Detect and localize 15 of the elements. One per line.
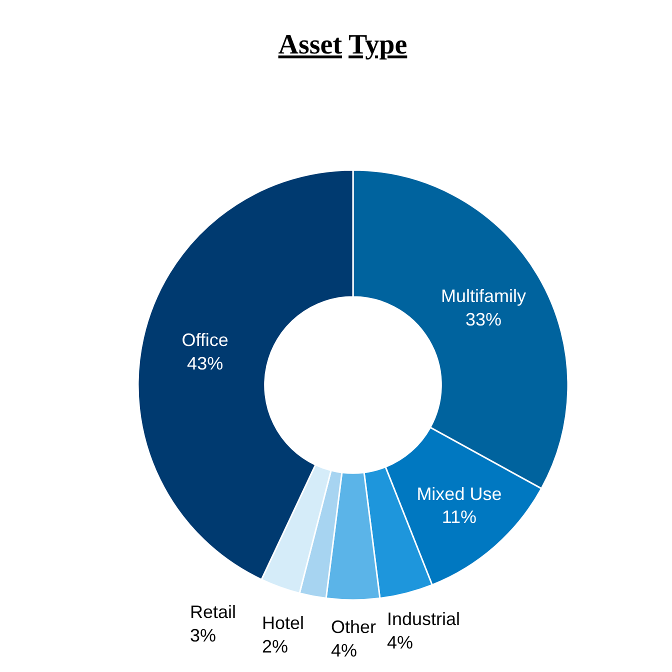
data-label: 4% [387,632,414,652]
data-label: 33% [465,310,502,330]
slice-label: Office [182,330,228,350]
data-label: 3% [190,625,216,646]
data-label: 2% [262,636,288,656]
data-label: 11% [442,507,477,528]
slice-label: Multifamily [440,286,526,306]
slice-label: Hotel [262,613,304,633]
slice-label: Retail [190,602,236,622]
chart-title: Asset Type [278,29,408,60]
data-label: 43% [187,354,224,374]
data-label: 4% [331,640,358,660]
slice-label: Other [331,617,376,637]
slice-label: Industrial [387,609,460,629]
slice-label: Mixed Use [416,484,502,504]
